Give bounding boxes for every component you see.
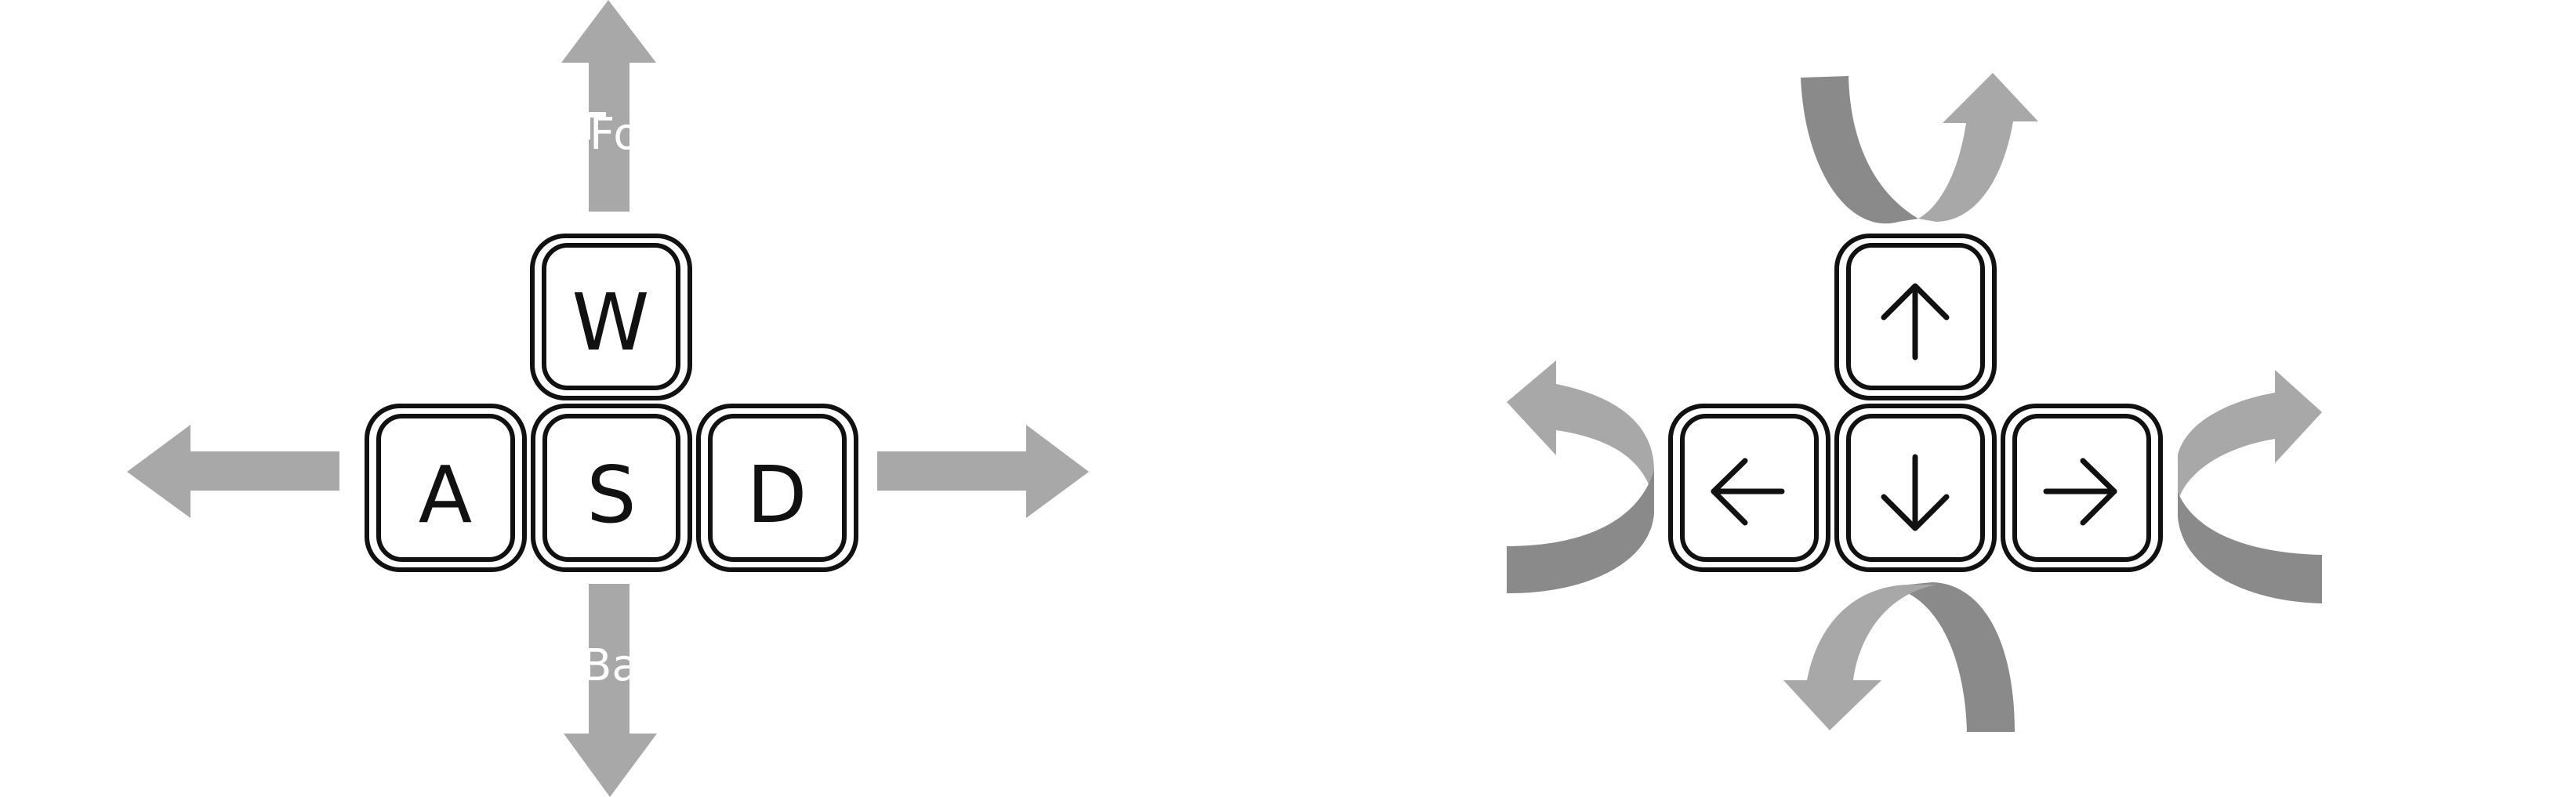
pitch-down-arrows <box>1783 582 2015 732</box>
left-arrow-icon <box>127 425 339 518</box>
key-s-inner <box>542 414 680 562</box>
key-a-inner <box>376 414 515 562</box>
forward-label: Fo <box>590 109 640 160</box>
curved-arrow-light-icon <box>1918 73 2038 222</box>
arrow-down-icon <box>1881 454 1950 531</box>
key-up[interactable] <box>1834 234 1997 400</box>
curved-arrow-dark <box>1907 582 2015 732</box>
roll-right-arrows <box>2178 370 2322 603</box>
curved-arrow-light-icon <box>1783 585 1936 730</box>
forward-arrow-icon <box>561 0 656 212</box>
curved-arrow-dark <box>1507 470 1654 594</box>
backward-arrow-icon <box>564 584 657 797</box>
forward-label-mark <box>586 112 606 118</box>
key-right-inner <box>2012 414 2151 562</box>
roll-left-arrows <box>1507 360 1654 594</box>
arrow-up-icon <box>1881 283 1950 360</box>
key-left-inner <box>1680 414 1819 562</box>
curved-arrow-dark <box>2178 470 2322 603</box>
arrow-left-icon <box>1711 458 1785 526</box>
arrow-right-icon <box>2043 458 2117 526</box>
key-a-label: A <box>419 449 472 541</box>
key-right-outer <box>2001 404 2163 572</box>
right-arrow-icon <box>877 425 1089 518</box>
key-s-label: S <box>586 449 636 541</box>
key-d-inner <box>708 414 847 562</box>
key-right[interactable] <box>2001 404 2163 572</box>
key-a-outer <box>365 404 527 572</box>
key-s[interactable]: S <box>531 404 692 572</box>
key-s-outer <box>531 404 692 572</box>
key-d-outer <box>696 404 858 572</box>
backward-label: Ba <box>582 640 639 691</box>
key-down-inner <box>1846 414 1985 562</box>
backward-arrow: Ba <box>564 584 657 797</box>
forward-arrow: Fo <box>561 0 656 212</box>
key-a[interactable]: A <box>365 404 527 572</box>
pitch-up-arrows <box>1801 73 2038 224</box>
key-w-outer <box>530 234 692 400</box>
key-w-label: W <box>572 277 650 368</box>
key-down-outer <box>1834 404 1997 572</box>
arrow-keys-group <box>1507 73 2322 732</box>
key-w[interactable]: W <box>530 234 692 400</box>
key-d-label: D <box>746 449 807 541</box>
key-left-outer <box>1668 404 1830 572</box>
key-up-inner <box>1846 243 1985 390</box>
curved-arrow-dark <box>1801 76 1918 224</box>
key-down[interactable] <box>1834 404 1997 572</box>
key-w-inner <box>542 243 680 390</box>
key-up-outer <box>1834 234 1997 400</box>
forward-label-mark <box>586 118 590 139</box>
key-d[interactable]: D <box>696 404 858 572</box>
curved-arrow-light-icon <box>2178 370 2322 502</box>
wasd-group: Fo Ba W A S <box>127 0 1089 797</box>
curved-arrow-light-icon <box>1507 360 1654 502</box>
key-left[interactable] <box>1668 404 1830 572</box>
